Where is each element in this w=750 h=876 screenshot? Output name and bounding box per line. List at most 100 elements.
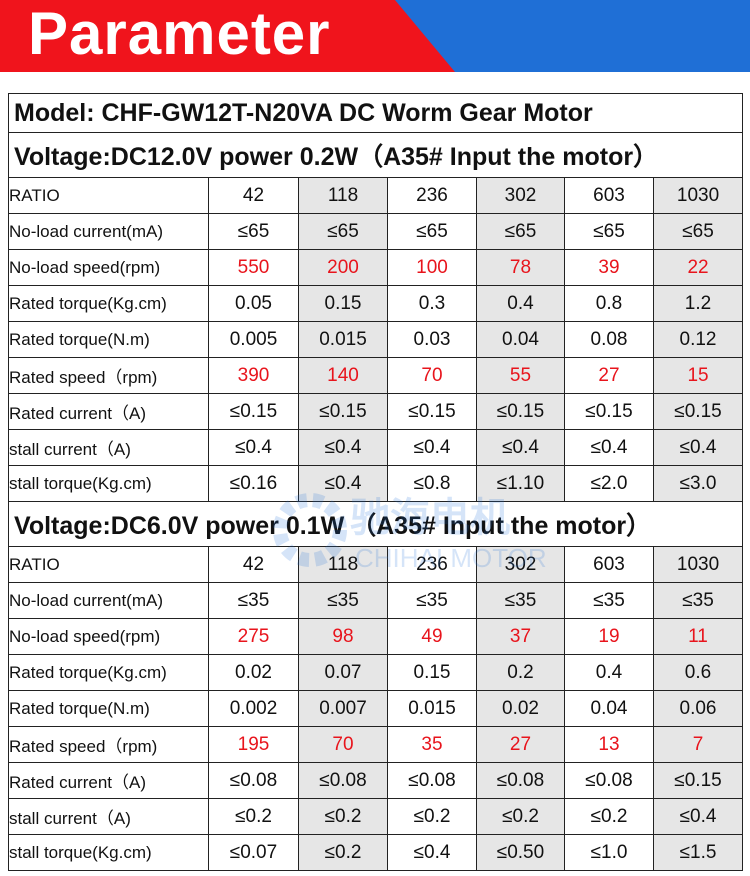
value-cell: 0.8 (564, 285, 654, 322)
value-cell: ≤0.2 (564, 798, 654, 835)
value-cell: 42 (208, 546, 299, 583)
value-cell: ≤35 (208, 582, 299, 619)
value-cell: 0.05 (208, 285, 299, 322)
data-row: Rated torque(Kg.cm) 0.05 0.15 0.3 0.4 0.8 1.2 (8, 285, 744, 322)
voltage-row: Voltage:DC12.0V power 0.2W（A35# Input th… (7, 132, 744, 178)
value-cell: 0.04 (564, 690, 654, 727)
value-cell: 42 (208, 177, 299, 214)
blue-stripe (395, 0, 750, 72)
value-cell: ≤35 (564, 582, 654, 619)
value-cell: 100 (387, 249, 477, 286)
data-row: RATIO 42 118 236 302 603 1030 (8, 546, 744, 583)
row-label: RATIO (8, 546, 209, 583)
value-cell: 275 (208, 618, 299, 655)
data-row: stall current（A) ≤0.2 ≤0.2 ≤0.2 ≤0.2 ≤0.2 ≤0.4 (8, 798, 744, 835)
data-row: No-load current(mA) ≤65 ≤65 ≤65 ≤65 ≤65 ≤65 (8, 213, 744, 250)
row-label: stall current（A) (8, 798, 209, 835)
data-row: Rated torque(N.m) 0.002 0.007 0.015 0.02 0.04… (8, 690, 744, 727)
row-label: RATIO (8, 177, 209, 214)
value-cell: 0.15 (387, 654, 477, 691)
data-row: Rated speed（rpm) 195 70 35 27 13 7 (8, 726, 744, 763)
value-cell: ≤1.0 (564, 834, 654, 871)
value-cell: 236 (387, 546, 477, 583)
value-cell: 200 (298, 249, 388, 286)
value-cell: ≤0.15 (387, 393, 477, 430)
value-cell: 0.04 (476, 321, 565, 358)
value-cell: 70 (387, 357, 477, 394)
row-label: Rated current（A) (8, 762, 209, 799)
value-cell: ≤0.15 (476, 393, 565, 430)
value-cell: ≤0.4 (387, 429, 477, 466)
data-row: No-load current(mA) ≤35 ≤35 ≤35 ≤35 ≤35 ≤35 (8, 582, 744, 619)
voltage: Voltage:DC6.0V power 0.1W （A35# Input th… (7, 501, 744, 547)
row-label: No-load speed(rpm) (8, 618, 209, 655)
value-cell: 118 (298, 546, 388, 583)
value-cell: 35 (387, 726, 477, 763)
value-cell: ≤0.2 (476, 798, 565, 835)
value-cell: 11 (652, 618, 744, 655)
value-cell: 0.015 (387, 690, 477, 727)
value-cell: 550 (208, 249, 299, 286)
row-label: No-load current(mA) (8, 582, 209, 619)
value-cell: 0.4 (476, 285, 565, 322)
value-cell: 0.3 (387, 285, 477, 322)
value-cell: ≤0.4 (208, 429, 299, 466)
value-cell: 1030 (652, 177, 744, 214)
data-row: No-load speed(rpm) 275 98 49 37 19 11 (8, 618, 744, 655)
header-banner (0, 0, 750, 72)
value-cell: 0.007 (298, 690, 388, 727)
value-cell: ≤0.8 (387, 465, 477, 502)
value-cell: ≤0.2 (208, 798, 299, 835)
row-label: stall torque(Kg.cm) (8, 834, 209, 871)
value-cell: 7 (652, 726, 744, 763)
row-label: stall current（A) (8, 429, 209, 466)
value-cell: ≤65 (564, 213, 654, 250)
value-cell: 0.002 (208, 690, 299, 727)
value-cell: ≤0.07 (208, 834, 299, 871)
data-row: No-load speed(rpm) 550 200 100 78 39 22 (8, 249, 744, 286)
value-cell: ≤0.15 (652, 762, 744, 799)
value-cell: ≤35 (387, 582, 477, 619)
value-cell: ≤0.08 (476, 762, 565, 799)
data-row: Rated current（A) ≤0.15 ≤0.15 ≤0.15 ≤0.15 ≤0.1… (8, 393, 744, 430)
value-cell: 0.02 (208, 654, 299, 691)
data-row: RATIO 42 118 236 302 603 1030 (8, 177, 744, 214)
value-cell: 236 (387, 177, 477, 214)
value-cell: 1.2 (652, 285, 744, 322)
value-cell: 39 (564, 249, 654, 286)
data-row: Rated current（A) ≤0.08 ≤0.08 ≤0.08 ≤0.08 ≤0.0… (8, 762, 744, 799)
value-cell: 302 (476, 546, 565, 583)
value-cell: ≤0.2 (298, 834, 388, 871)
value-cell: ≤65 (208, 213, 299, 250)
row-label: Rated current（A) (8, 393, 209, 430)
value-cell: ≤0.4 (652, 429, 744, 466)
row-label: stall torque(Kg.cm) (8, 465, 209, 502)
value-cell: ≤0.15 (208, 393, 299, 430)
value-cell: 70 (298, 726, 388, 763)
value-cell: ≤2.0 (564, 465, 654, 502)
value-cell: ≤0.4 (298, 465, 388, 502)
value-cell: ≤0.08 (298, 762, 388, 799)
row-label: No-load current(mA) (8, 213, 209, 250)
value-cell: 0.2 (476, 654, 565, 691)
data-row: stall torque(Kg.cm) ≤0.07 ≤0.2 ≤0.4 ≤0.50 ≤1.… (8, 834, 744, 871)
value-cell: 603 (564, 177, 654, 214)
data-row: stall current（A) ≤0.4 ≤0.4 ≤0.4 ≤0.4 ≤0.4 ≤0.4 (8, 429, 744, 466)
model: Model: CHF-GW12T-N20VA DC Worm Gear Moto… (7, 93, 744, 133)
value-cell: ≤0.16 (208, 465, 299, 502)
value-cell: ≤0.4 (564, 429, 654, 466)
data-row: Rated torque(Kg.cm) 0.02 0.07 0.15 0.2 0.4 0.6 (8, 654, 744, 691)
value-cell: ≤0.4 (298, 429, 388, 466)
value-cell: 0.12 (652, 321, 744, 358)
value-cell: 0.02 (476, 690, 565, 727)
model-row: Model: CHF-GW12T-N20VA DC Worm Gear Moto… (7, 93, 744, 133)
table-body: Model: CHF-GW12T-N20VA DC Worm Gear Moto… (7, 93, 744, 871)
value-cell: ≤0.4 (387, 834, 477, 871)
value-cell: 390 (208, 357, 299, 394)
value-cell: 0.07 (298, 654, 388, 691)
value-cell: 27 (564, 357, 654, 394)
value-cell: 0.03 (387, 321, 477, 358)
value-cell: ≤0.50 (476, 834, 565, 871)
value-cell: 0.06 (652, 690, 744, 727)
